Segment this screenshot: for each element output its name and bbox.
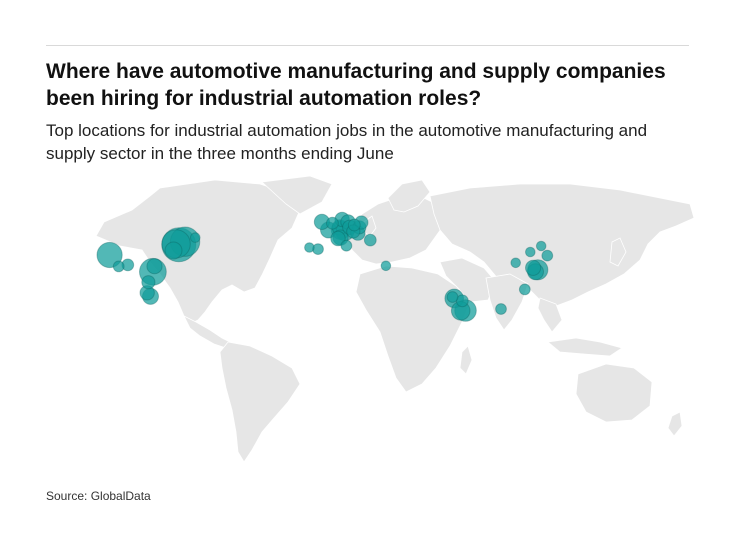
location-bubble: [190, 232, 201, 243]
landmass-south-america: [219, 341, 301, 463]
location-bubble: [112, 260, 125, 273]
location-bubble: [330, 230, 346, 247]
location-bubble: [510, 257, 522, 269]
location-bubble: [495, 303, 507, 315]
landmass-australia: [575, 363, 653, 423]
location-bubble: [518, 283, 531, 296]
landmass-asia: [429, 183, 695, 307]
location-bubble: [525, 246, 536, 258]
landmass-southeast-asia: [537, 297, 563, 333]
landmass-africa: [355, 265, 471, 393]
location-bubble: [141, 275, 156, 290]
land-layer: [95, 175, 695, 463]
location-bubble: [535, 240, 547, 252]
source-note: Source: GlobalData: [46, 489, 151, 503]
location-bubble: [446, 291, 459, 303]
landmass-japan: [609, 237, 627, 267]
location-bubble: [380, 260, 392, 272]
location-bubble: [541, 249, 554, 262]
location-bubble: [347, 218, 361, 232]
location-bubble: [363, 233, 377, 247]
landmass-indonesia: [547, 337, 623, 357]
landmass-north-america: [95, 179, 301, 325]
bubble-layer: [96, 211, 554, 322]
location-bubble: [455, 294, 469, 308]
landmass-middle-east: [439, 257, 497, 303]
top-rule: [46, 45, 689, 46]
landmass-scandinavia: [387, 179, 431, 213]
location-bubble: [525, 259, 542, 276]
landmass-india: [485, 273, 529, 331]
location-bubble: [146, 258, 163, 275]
landmass-central-america: [183, 315, 231, 349]
landmass-greenland: [261, 175, 333, 215]
location-bubble: [164, 241, 183, 260]
location-bubble: [340, 239, 353, 252]
chart-subtitle: Top locations for industrial automation …: [46, 121, 648, 163]
landmass-madagascar: [459, 345, 473, 375]
landmass-new-zealand: [667, 411, 683, 437]
location-bubble: [326, 216, 339, 230]
world-map: [95, 175, 695, 463]
chart-title: Where have automotive manufacturing and …: [46, 60, 666, 110]
landmass-europe: [347, 195, 447, 265]
location-bubble: [304, 242, 315, 253]
location-bubble: [96, 241, 123, 269]
